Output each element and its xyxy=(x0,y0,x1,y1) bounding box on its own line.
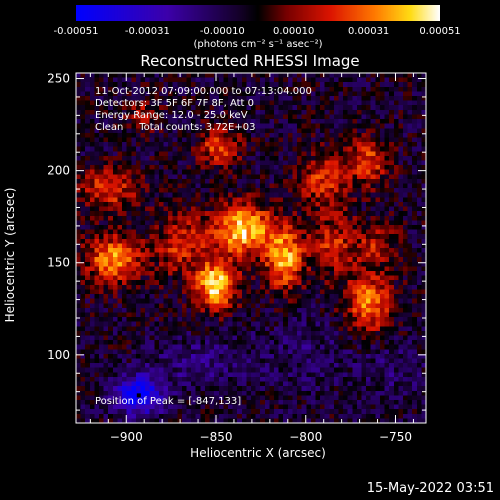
x-tick-label: −800 xyxy=(289,430,322,444)
x-tick-label: −900 xyxy=(110,430,143,444)
colorbar-tick-label: 0.00031 xyxy=(347,26,390,37)
annotation-time-range: 11-Oct-2012 07:09:00.000 to 07:13:04.000 xyxy=(95,86,312,97)
x-tick-label: −750 xyxy=(379,430,412,444)
annotation-clean-counts: Clean Total counts: 3.72E+03 xyxy=(95,122,256,133)
y-tick-label: 150 xyxy=(47,256,70,270)
y-tick-label: 250 xyxy=(47,72,70,86)
annotation-energy-range: Energy Range: 12.0 - 25.0 keV xyxy=(95,110,248,121)
min-marker xyxy=(136,393,141,398)
colorbar-tick-label: -0.00031 xyxy=(124,26,170,37)
y-tick-label: 200 xyxy=(47,164,70,178)
y-axis-label: Heliocentric Y (arcsec) xyxy=(3,187,17,323)
annotation-peak-position: Position of Peak = [-847,133] xyxy=(95,396,242,407)
annotation-detectors: Detectors: 3F 5F 6F 7F 8F, Att 0 xyxy=(95,98,255,109)
colorbar-tick-label: -0.00010 xyxy=(199,26,245,37)
colorbar-unit-label: (photons cm⁻² s⁻¹ asec⁻²) xyxy=(193,39,323,50)
colorbar-tick-label: 0.00010 xyxy=(272,26,315,37)
plot-frame xyxy=(75,72,427,424)
colorbar-tick-label: 0.00051 xyxy=(419,26,461,37)
y-tick-label: 100 xyxy=(47,348,70,362)
colorbar-tick-label: -0.00051 xyxy=(53,26,99,37)
heatmap-image xyxy=(76,73,426,423)
footer-timestamp: 15-May-2022 03:51 xyxy=(366,481,494,496)
colorbar xyxy=(76,5,440,21)
x-tick-label: −850 xyxy=(200,430,233,444)
x-axis-label: Heliocentric X (arcsec) xyxy=(190,446,326,460)
chart-title: Reconstructed RHESSI Image xyxy=(140,52,360,70)
